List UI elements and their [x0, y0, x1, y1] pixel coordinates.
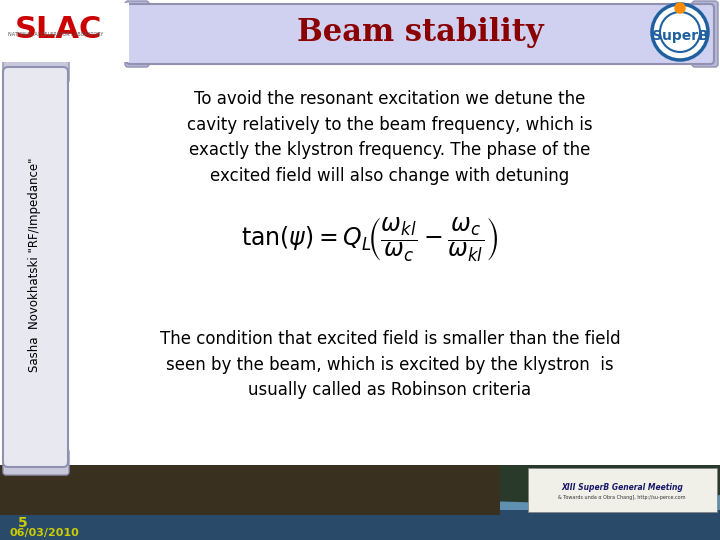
FancyBboxPatch shape	[125, 1, 149, 67]
Text: The condition that excited field is smaller than the field
seen by the beam, whi: The condition that excited field is smal…	[160, 330, 621, 400]
FancyBboxPatch shape	[3, 449, 69, 475]
Polygon shape	[250, 465, 720, 505]
Text: 06/03/2010: 06/03/2010	[10, 528, 80, 538]
FancyBboxPatch shape	[0, 510, 720, 540]
FancyBboxPatch shape	[0, 465, 720, 540]
Text: $\tan\!\left(\psi\right) = Q_L\!\left(\dfrac{\omega_{kl}}{\omega_c} - \dfrac{\om: $\tan\!\left(\psi\right) = Q_L\!\left(\d…	[241, 216, 498, 264]
Text: SLAC: SLAC	[15, 15, 102, 44]
FancyBboxPatch shape	[3, 57, 69, 83]
FancyBboxPatch shape	[126, 4, 714, 64]
FancyBboxPatch shape	[3, 67, 68, 467]
Text: & Towards unda α Obra Chang], http://su-perce.com: & Towards unda α Obra Chang], http://su-…	[558, 495, 685, 500]
Circle shape	[652, 4, 708, 60]
Text: XIII SuperB General Meeting: XIII SuperB General Meeting	[561, 483, 683, 492]
FancyBboxPatch shape	[0, 465, 500, 515]
FancyBboxPatch shape	[0, 3, 129, 62]
Text: NATIONAL ACCELERATOR LABORATORY: NATIONAL ACCELERATOR LABORATORY	[8, 32, 104, 37]
Text: Sasha  Novokhatski "RF/Impedance": Sasha Novokhatski "RF/Impedance"	[29, 158, 42, 372]
FancyBboxPatch shape	[300, 465, 720, 520]
Text: SuperB: SuperB	[652, 29, 708, 43]
Text: Beam stability: Beam stability	[297, 17, 544, 49]
Text: To avoid the resonant excitation we detune the
cavity relatively to the beam fre: To avoid the resonant excitation we detu…	[187, 90, 593, 185]
Text: 5: 5	[18, 516, 28, 530]
Circle shape	[675, 3, 685, 13]
FancyBboxPatch shape	[528, 468, 717, 512]
FancyBboxPatch shape	[692, 1, 718, 67]
